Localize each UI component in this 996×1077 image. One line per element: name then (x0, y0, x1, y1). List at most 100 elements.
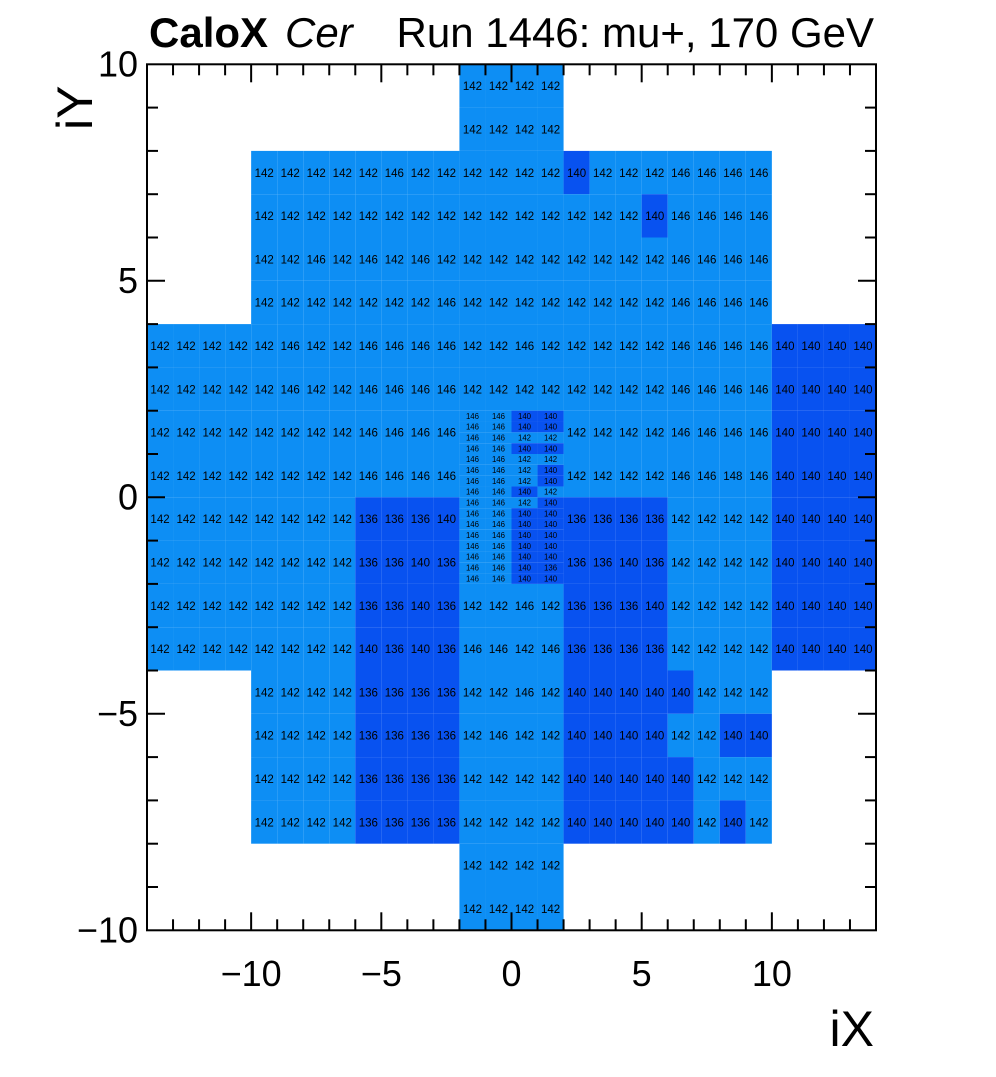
heatmap-cell (719, 583, 746, 628)
cell-value: 142 (307, 817, 326, 829)
heatmap-cell (459, 421, 486, 433)
cell-value: 142 (229, 601, 248, 613)
cell-value: 146 (723, 428, 742, 440)
heatmap-cell (381, 713, 408, 758)
heatmap-cell (407, 367, 434, 411)
x-tick-label: 0 (501, 953, 521, 994)
heatmap-cell (251, 410, 278, 454)
cell-value: 146 (359, 254, 378, 266)
cell-value: 142 (593, 254, 612, 266)
cell-value: 146 (723, 384, 742, 396)
heatmap-cell (329, 540, 356, 584)
cell-value: 140 (619, 687, 638, 699)
heatmap-cell (381, 194, 408, 238)
heatmap-cell (719, 150, 746, 195)
cell-value: 140 (544, 509, 558, 518)
cell-value: 142 (645, 341, 664, 353)
heatmap-cell (589, 150, 616, 195)
heatmap-cell (303, 280, 330, 325)
heatmap-cell (823, 540, 850, 584)
heatmap-cell (641, 497, 668, 541)
heatmap-cell (771, 583, 798, 628)
heatmap-cell (693, 757, 720, 801)
heatmap-cell (537, 887, 564, 931)
run-title: Run 1446: mu+, 170 GeV (397, 9, 874, 56)
heatmap-cell (303, 497, 330, 541)
heatmap-cell (511, 508, 538, 519)
heatmap-cell (199, 367, 226, 411)
heatmap-cell (849, 497, 876, 541)
cell-value: 140 (518, 520, 532, 529)
heatmap-cell (277, 194, 304, 238)
cell-value: 142 (541, 81, 560, 93)
heatmap-cell (745, 194, 772, 238)
heatmap-cell (407, 800, 434, 844)
cell-value: 140 (723, 817, 742, 829)
cell-value: 142 (515, 211, 534, 223)
cell-value: 146 (466, 455, 479, 464)
cell-value: 140 (645, 774, 664, 786)
heatmap-cell (459, 443, 486, 454)
cell-value: 136 (411, 514, 430, 526)
cell-value: 142 (723, 644, 742, 656)
cell-value: 142 (489, 298, 508, 310)
cell-value: 140 (518, 444, 532, 453)
cell-value: 146 (697, 341, 716, 353)
heatmap-cell (251, 757, 278, 801)
y-tick-label: 10 (98, 43, 138, 84)
heatmap-cell (589, 670, 616, 714)
heatmap-cell (771, 454, 798, 498)
heatmap-cell (667, 454, 694, 498)
heatmap-cell (485, 107, 512, 151)
axis-tick-labels: −10 −5 0 5 10 10 5 0 −5 −10 (77, 43, 792, 994)
cell-value: 140 (775, 384, 794, 396)
heatmap-cell (537, 486, 564, 498)
cell-value: 142 (697, 644, 716, 656)
cell-value: 140 (671, 774, 690, 786)
heatmap-cell (719, 800, 746, 844)
cell-value: 142 (619, 341, 638, 353)
cell-value: 140 (827, 341, 846, 353)
heatmap-cell (381, 410, 408, 454)
heatmap-cell (797, 367, 824, 411)
cell-value: 142 (671, 601, 690, 613)
heatmap-cell (355, 800, 382, 844)
heatmap-cell (641, 237, 668, 281)
heatmap-cell (251, 280, 278, 325)
cell-value: 142 (489, 601, 508, 613)
cell-value: 146 (749, 168, 768, 180)
heatmap-cell (719, 194, 746, 238)
cell-value: 146 (466, 499, 479, 508)
heatmap-cell (459, 324, 486, 368)
cell-value: 142 (307, 471, 326, 483)
cell-value: 146 (492, 531, 505, 540)
cell-value: 142 (463, 168, 482, 180)
heatmap-cell (589, 497, 616, 541)
heatmap-cell (277, 497, 304, 541)
cell-value: 142 (255, 384, 274, 396)
heatmap-cell (199, 324, 226, 368)
heatmap-cell (381, 497, 408, 541)
heatmap-cell (407, 237, 434, 281)
heatmap-cell (511, 627, 538, 671)
x-axis-title: iX (830, 1001, 874, 1057)
cell-value: 142 (463, 601, 482, 613)
cell-value: 136 (567, 514, 586, 526)
cell-value: 142 (541, 861, 560, 873)
heatmap-cell (745, 280, 772, 325)
cell-value: 140 (544, 574, 558, 583)
cell-value: 140 (775, 557, 794, 569)
heatmap-cell (693, 150, 720, 195)
y-tick-label: 5 (118, 260, 138, 301)
cell-value: 136 (385, 731, 404, 743)
heatmap-cell (381, 670, 408, 714)
heatmap-cell (667, 800, 694, 844)
heatmap-cell (433, 670, 460, 714)
heatmap-cell (485, 757, 512, 801)
cell-value: 136 (619, 514, 638, 526)
heatmap-cell (667, 237, 694, 281)
cell-value: 136 (359, 731, 378, 743)
cell-value: 142 (333, 168, 352, 180)
heatmap-cell (589, 757, 616, 801)
